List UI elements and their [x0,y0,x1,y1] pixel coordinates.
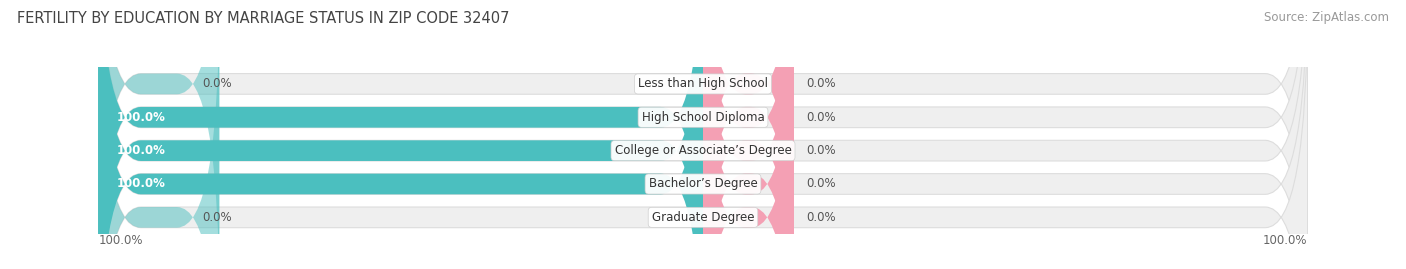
FancyBboxPatch shape [703,0,793,269]
Text: 100.0%: 100.0% [1263,234,1308,247]
Text: High School Diploma: High School Diploma [641,111,765,124]
FancyBboxPatch shape [98,0,1308,269]
FancyBboxPatch shape [98,0,703,269]
Text: Less than High School: Less than High School [638,77,768,90]
Text: 0.0%: 0.0% [806,77,835,90]
Text: 0.0%: 0.0% [202,77,232,90]
FancyBboxPatch shape [703,0,793,269]
FancyBboxPatch shape [98,0,219,269]
FancyBboxPatch shape [98,0,703,269]
FancyBboxPatch shape [703,0,793,269]
Text: 0.0%: 0.0% [806,111,835,124]
Text: 100.0%: 100.0% [117,111,166,124]
FancyBboxPatch shape [98,0,1308,269]
Text: Graduate Degree: Graduate Degree [652,211,754,224]
Text: 0.0%: 0.0% [202,211,232,224]
Text: FERTILITY BY EDUCATION BY MARRIAGE STATUS IN ZIP CODE 32407: FERTILITY BY EDUCATION BY MARRIAGE STATU… [17,11,509,26]
Text: 100.0%: 100.0% [117,144,166,157]
FancyBboxPatch shape [703,0,793,269]
FancyBboxPatch shape [98,0,703,269]
Text: 0.0%: 0.0% [806,211,835,224]
FancyBboxPatch shape [98,0,1308,269]
Text: College or Associate’s Degree: College or Associate’s Degree [614,144,792,157]
Text: 100.0%: 100.0% [98,234,143,247]
Text: 100.0%: 100.0% [117,178,166,190]
FancyBboxPatch shape [703,0,793,269]
FancyBboxPatch shape [98,0,219,269]
FancyBboxPatch shape [98,0,1308,269]
Text: 0.0%: 0.0% [806,144,835,157]
FancyBboxPatch shape [98,0,1308,269]
Text: 0.0%: 0.0% [806,178,835,190]
Text: Bachelor’s Degree: Bachelor’s Degree [648,178,758,190]
Text: Source: ZipAtlas.com: Source: ZipAtlas.com [1264,11,1389,24]
